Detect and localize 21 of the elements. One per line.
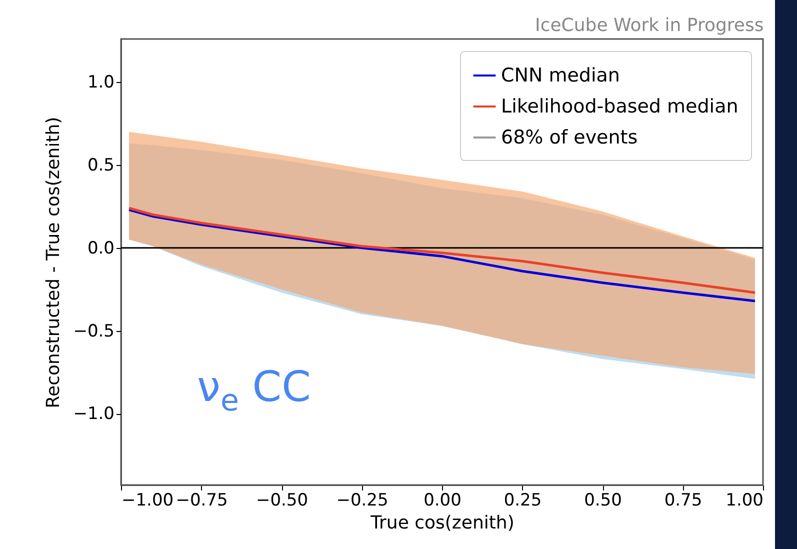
y-tick-label: 1.0 [87, 72, 114, 93]
y-tick-label: −1.0 [73, 404, 114, 424]
y-tick-label: −0.5 [73, 321, 114, 342]
x-axis-title: True cos(zenith) [370, 512, 514, 534]
x-tick-label: −0.75 [176, 490, 228, 510]
x-tick-label: 0.00 [424, 490, 462, 510]
x-tick-label: 0.50 [584, 490, 622, 510]
x-tick-label: −0.50 [256, 490, 308, 510]
x-tick-label: −0.25 [336, 490, 388, 510]
x-tick-label: 1.00 [726, 490, 764, 510]
x-tick-label: −1.00 [122, 490, 174, 510]
legend-label: Likelihood-based median [501, 96, 738, 118]
y-tick-label: 0.5 [87, 156, 114, 176]
annotation: ν$_{e}$ CC [197, 362, 311, 418]
chart-title: IceCube Work in Progress [535, 15, 764, 36]
y-tick-label: 0.0 [87, 238, 114, 258]
x-tick-label: 0.25 [504, 490, 542, 510]
annotation: 68% of events [501, 126, 638, 148]
legend-label: CNN median [501, 64, 620, 86]
y-axis-title: Reconstructed - True cos(zenith) [43, 116, 64, 408]
x-tick-label: 0.75 [664, 490, 702, 510]
